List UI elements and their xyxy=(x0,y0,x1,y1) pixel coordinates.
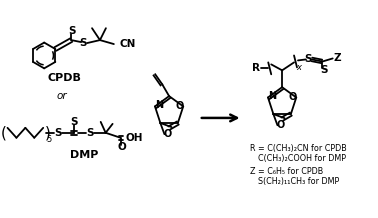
Text: S: S xyxy=(68,26,76,36)
Text: S: S xyxy=(70,117,77,127)
Text: O: O xyxy=(175,101,183,111)
Text: Z = C₆H₅ for CPDB: Z = C₆H₅ for CPDB xyxy=(250,167,324,177)
Text: O: O xyxy=(288,92,296,102)
Text: ): ) xyxy=(45,125,51,140)
Text: x: x xyxy=(296,63,302,72)
Text: O: O xyxy=(163,129,171,139)
Text: O: O xyxy=(276,120,284,130)
Text: S(CH₂)₁₁CH₃ for DMP: S(CH₂)₁₁CH₃ for DMP xyxy=(258,177,339,186)
Text: 5: 5 xyxy=(46,135,52,144)
Text: CPDB: CPDB xyxy=(47,73,81,83)
Text: O: O xyxy=(117,142,126,152)
Text: R: R xyxy=(253,63,260,73)
Text: S: S xyxy=(79,38,87,48)
Text: CN: CN xyxy=(120,39,136,49)
Text: C(CH₃)₂COOH for DMP: C(CH₃)₂COOH for DMP xyxy=(258,154,346,163)
Text: Z: Z xyxy=(334,53,341,63)
Text: S: S xyxy=(86,128,93,138)
Text: N: N xyxy=(155,100,163,110)
Text: R = C(CH₃)₂CN for CPDB: R = C(CH₃)₂CN for CPDB xyxy=(250,144,347,153)
Text: DMP: DMP xyxy=(70,150,98,160)
Text: OH: OH xyxy=(125,133,143,143)
Text: S: S xyxy=(320,65,327,75)
Text: S: S xyxy=(304,54,311,65)
Text: N: N xyxy=(268,92,276,101)
Text: S: S xyxy=(54,128,62,138)
Text: or: or xyxy=(57,91,67,101)
Text: (: ( xyxy=(1,125,6,140)
